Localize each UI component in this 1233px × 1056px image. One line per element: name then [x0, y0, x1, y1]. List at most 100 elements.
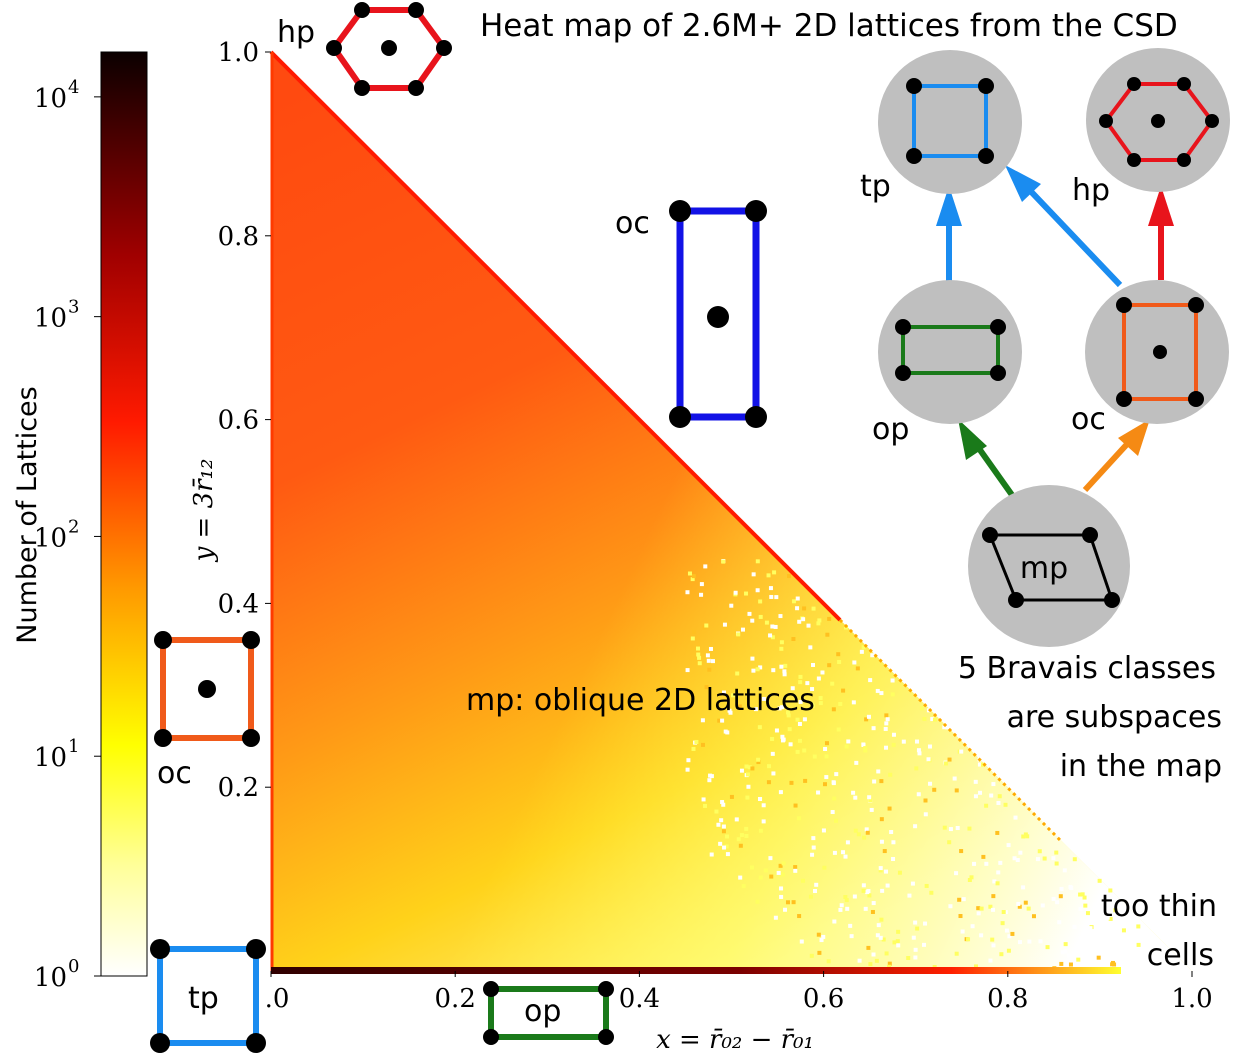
- heatmap-speckle: [795, 606, 800, 611]
- heatmap-speckle: [1089, 946, 1094, 951]
- heatmap-speckle: [1078, 892, 1083, 897]
- heatmap-speckle: [780, 705, 785, 710]
- heatmap-speckle: [1058, 894, 1063, 899]
- oc-left-lattice-icon: [154, 631, 260, 747]
- y-axis-label: y = 3r̄₁₂: [189, 459, 219, 563]
- heatmap-speckle: [746, 784, 751, 789]
- heatmap-speckle: [725, 730, 730, 735]
- heatmap-speckle: [802, 717, 807, 722]
- heatmap-speckle: [1021, 885, 1026, 890]
- oc-center-label: oc: [615, 206, 650, 241]
- heatmap-speckle: [857, 958, 862, 963]
- heatmap-speckle: [910, 881, 915, 886]
- heatmap-speckle: [731, 693, 736, 698]
- heatmap-speckle: [729, 603, 734, 608]
- heatmap-speckle: [795, 749, 800, 754]
- heatmap-speckle: [839, 903, 844, 908]
- heatmap-speckle: [700, 718, 705, 723]
- heatmap-speckle: [801, 617, 806, 622]
- heatmap-speckle: [770, 751, 775, 756]
- too-thin-line1: too thin: [1101, 889, 1217, 924]
- heatmap-speckle: [770, 624, 775, 629]
- heatmap-speckle: [906, 956, 911, 961]
- heatmap-speckle: [861, 742, 866, 747]
- heatmap-speckle: [1078, 906, 1083, 911]
- heatmap-speckle: [753, 707, 758, 712]
- heatmap-speckle: [888, 772, 893, 777]
- heatmap-speckle: [721, 559, 726, 564]
- heatmap-speckle: [845, 840, 850, 845]
- heatmap-speckle: [967, 878, 972, 883]
- heatmap-speckle: [747, 765, 752, 770]
- colorbar-label: Number of Lattices: [12, 386, 43, 643]
- heatmap-speckle: [789, 780, 794, 785]
- colorbar-tick-exponent: 4: [68, 77, 79, 98]
- heatmap-speckle: [780, 872, 785, 877]
- heatmap-speckle: [977, 762, 982, 767]
- heatmap-speckle: [779, 894, 784, 899]
- heatmap-speckle: [796, 816, 801, 821]
- heatmap-speckle: [791, 900, 796, 905]
- heatmap-speckle: [830, 810, 835, 815]
- heatmap-speckle: [1088, 926, 1093, 931]
- y-tick-label: 1.0: [218, 38, 259, 68]
- heatmap-speckle: [832, 919, 837, 924]
- heatmap-speckle: [890, 678, 895, 683]
- heatmap-speckle: [871, 726, 876, 731]
- heatmap-speckle: [853, 795, 858, 800]
- heatmap-speckle: [782, 672, 787, 677]
- heatmap-speckle: [944, 761, 949, 766]
- heatmap-speckle: [972, 861, 977, 866]
- heatmap-speckle: [785, 710, 790, 715]
- heatmap-speckle: [1123, 955, 1128, 960]
- heatmap-speckle: [766, 573, 771, 578]
- heatmap-speckle: [808, 645, 813, 650]
- heatmap-speckle: [798, 674, 803, 679]
- heatmap-speckle: [810, 687, 815, 692]
- heatmap-speckle: [690, 636, 695, 641]
- heatmap-speckle: [923, 921, 928, 926]
- heatmap-speckle: [729, 794, 734, 799]
- heatmap-speckle: [773, 624, 778, 629]
- heatmap-speckle: [1012, 856, 1017, 861]
- heatmap-speckle: [1015, 858, 1020, 863]
- heatmap-speckle: [735, 671, 740, 676]
- hp-top-label: hp: [277, 15, 315, 50]
- heatmap-speckle: [1136, 924, 1141, 929]
- heatmap-speckle: [872, 779, 877, 784]
- bravais-line2: are subspaces: [1007, 700, 1222, 735]
- heatmap-speckle: [862, 835, 867, 840]
- heatmap-speckle: [897, 870, 902, 875]
- heatmap-speckle: [1023, 900, 1028, 905]
- heatmap-speckle: [725, 852, 730, 857]
- heatmap-speckle: [875, 933, 880, 938]
- heatmap-speckle: [797, 738, 802, 743]
- heatmap-speckle: [1055, 900, 1060, 905]
- arrow-op-to-tp-head: [936, 186, 962, 226]
- arrow-mp-to-oc-head: [1118, 419, 1150, 456]
- heatmap-speckle: [957, 897, 962, 902]
- heatmap-speckle: [788, 742, 793, 747]
- heatmap-speckle: [991, 782, 996, 787]
- heatmap-speckle: [1042, 856, 1047, 861]
- heatmap-speckle: [1118, 946, 1123, 951]
- heatmap-speckle: [824, 741, 829, 746]
- colorbar-tick-label: 10: [34, 963, 67, 993]
- heatmap-speckle: [1093, 918, 1098, 923]
- heatmap-speckle: [978, 790, 983, 795]
- heatmap-speckle: [692, 629, 697, 634]
- heatmap-speckle: [755, 588, 760, 593]
- heatmap-speckle: [738, 875, 743, 880]
- heatmap-speckle: [836, 652, 841, 657]
- heatmap-speckle: [866, 889, 871, 894]
- heatmap-speckle: [867, 893, 872, 898]
- bravais-line1: 5 Bravais classes: [958, 651, 1216, 686]
- heatmap-speckle: [831, 780, 836, 785]
- heatmap-speckle: [830, 681, 835, 686]
- heatmap-speckle: [728, 710, 733, 715]
- heatmap-speckle: [699, 592, 704, 597]
- x-tick-label: 1.0: [1171, 984, 1212, 1014]
- heatmap-speckle: [1080, 892, 1085, 897]
